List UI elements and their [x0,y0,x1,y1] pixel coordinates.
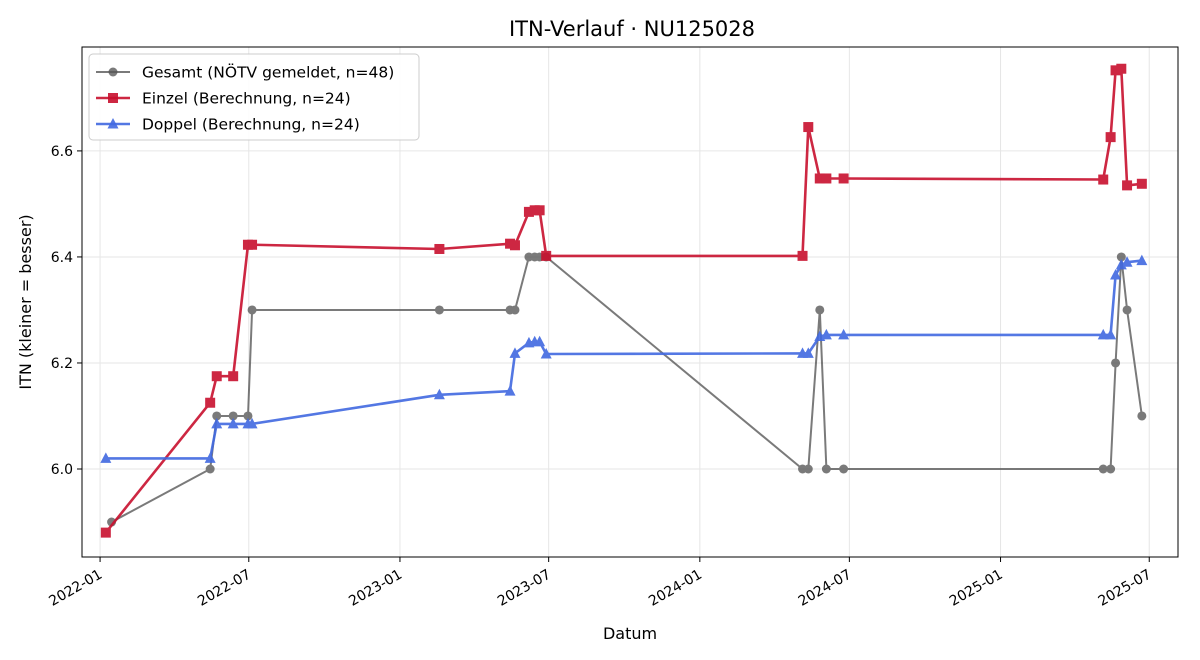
series-layer [100,63,1148,538]
series-einzel [100,63,1147,538]
data-point-einzel [100,527,111,538]
legend-label: Einzel (Berechnung, n=24) [142,90,351,108]
data-point-gesamt [212,411,222,421]
legend: Gesamt (NÖTV gemeldet, n=48) Einzel (Bere… [88,53,420,141]
data-point-gesamt [228,411,238,421]
chart-title: ITN-Verlauf · NU125028 [509,17,755,41]
data-point-doppel [227,417,239,429]
legend-marker [108,93,118,103]
series-line-einzel [104,67,1143,534]
data-point-gesamt [839,464,849,474]
data-point-doppel [1110,268,1122,280]
data-point-gesamt [1137,411,1147,421]
legend-label: Gesamt (NÖTV gemeldet, n=48) [142,63,394,82]
y-tick-label: 6.2 [51,356,73,372]
y-axis-ticks: 6.0 6.2 6.4 6.6 [51,144,82,478]
data-point-doppel [1121,256,1133,267]
data-point-doppel [204,452,216,463]
x-axis-label: Datum [603,624,657,643]
data-point-einzel [1105,132,1116,143]
legend-box [88,53,420,141]
data-point-einzel [803,122,814,133]
data-point-doppel [838,328,850,340]
data-point-gesamt [247,305,257,315]
data-point-doppel [1136,254,1148,266]
legend-item-einzel: Einzel (Berechnung, n=24) [96,90,351,108]
data-point-gesamt [1111,358,1121,368]
data-point-doppel [509,347,521,358]
data-point-gesamt [1116,252,1126,262]
data-point-gesamt [205,464,215,474]
data-point-einzel [509,240,520,251]
legend-label: Doppel (Berechnung, n=24) [142,116,360,134]
data-point-einzel [821,173,832,184]
data-point-einzel [228,371,239,382]
data-point-einzel [1110,65,1121,76]
data-point-gesamt [815,305,825,315]
data-point-einzel [205,397,216,408]
data-point-einzel [1136,178,1147,189]
y-axis-label: ITN (kleiner = besser) [16,214,35,389]
y-tick-label: 6.4 [51,250,73,266]
legend-item-doppel: Doppel (Berechnung, n=24) [96,116,360,134]
data-point-einzel [797,250,808,261]
legend-item-gesamt: Gesamt (NÖTV gemeldet, n=48) [96,63,394,82]
data-point-einzel [534,205,545,216]
data-point-einzel [814,173,825,184]
data-point-doppel [246,417,258,429]
data-point-gesamt [821,464,831,474]
data-point-gesamt [243,411,253,421]
data-point-doppel [534,335,546,347]
data-point-gesamt [803,464,813,474]
data-point-gesamt [1106,464,1116,474]
data-point-einzel [541,250,552,261]
data-point-gesamt [510,305,520,315]
y-tick-label: 6.6 [51,144,73,160]
data-point-einzel [434,243,445,254]
data-point-doppel [1105,328,1117,340]
data-point-gesamt [434,305,444,315]
data-point-doppel [433,388,445,400]
data-point-einzel [838,173,849,184]
data-point-doppel [1097,328,1109,340]
data-point-einzel [523,206,534,217]
data-point-doppel [504,385,516,396]
data-point-doppel [1115,258,1127,270]
data-point-gesamt [1098,464,1108,474]
data-point-doppel [540,347,552,359]
data-point-einzel [211,371,222,382]
plot-frame [81,46,1179,558]
data-point-gesamt [1122,305,1132,315]
data-point-doppel [100,452,112,463]
series-doppel [100,254,1148,463]
data-point-doppel [802,347,814,358]
legend-marker [107,118,119,129]
data-point-einzel [247,239,258,250]
data-point-einzel [1122,180,1133,191]
legend-marker [108,67,118,77]
data-point-einzel [1116,63,1127,74]
data-point-doppel [820,328,832,340]
data-point-doppel [211,417,223,429]
data-point-einzel [1098,174,1109,185]
y-tick-label: 6.0 [51,462,73,478]
